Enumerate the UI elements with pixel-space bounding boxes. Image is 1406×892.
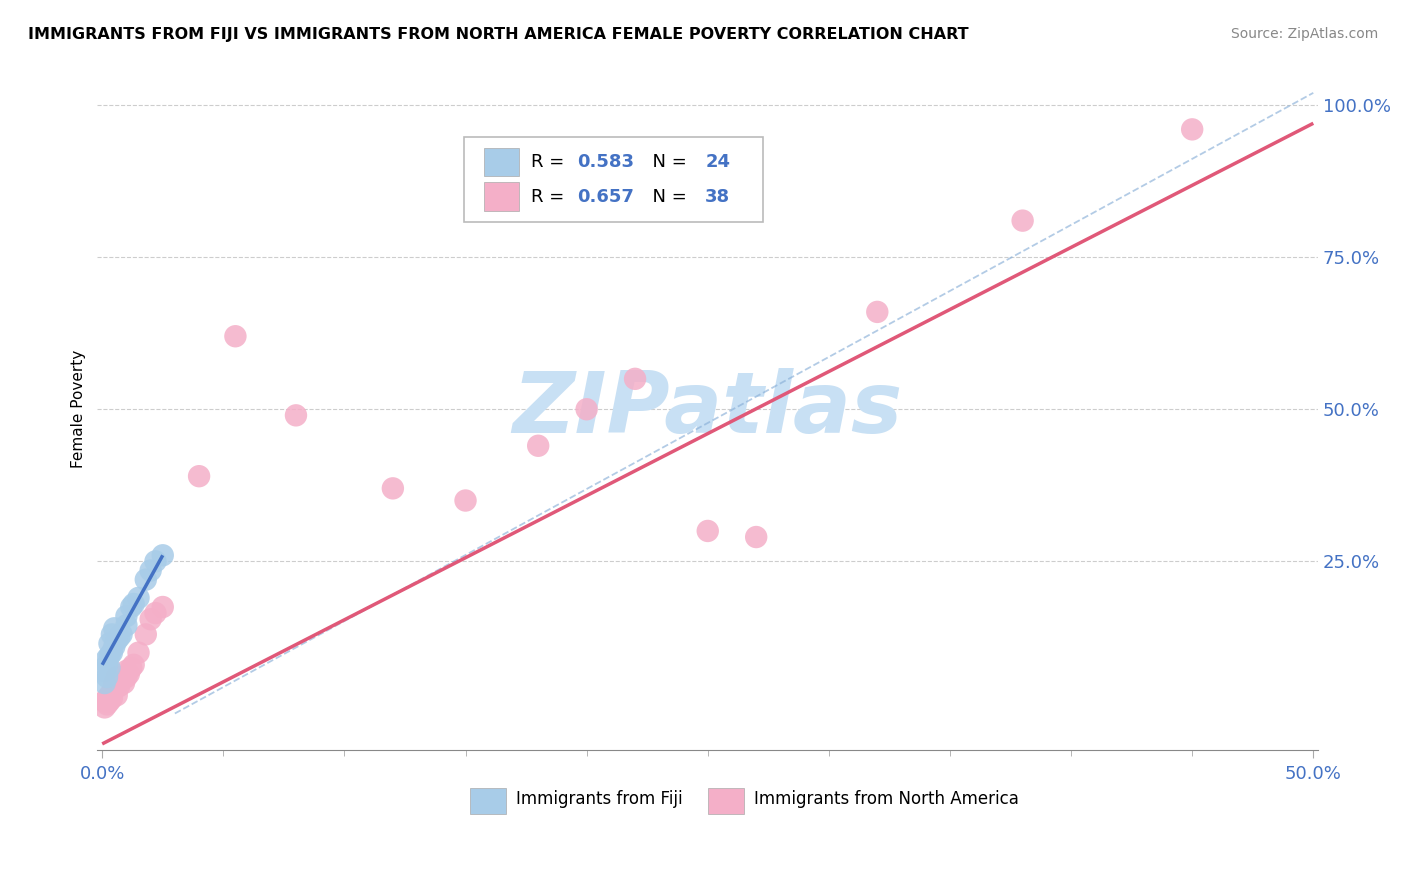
Point xyxy=(128,646,150,660)
Point xyxy=(135,627,157,641)
Point xyxy=(122,597,145,611)
Point xyxy=(285,409,308,423)
Point xyxy=(866,305,889,319)
Point xyxy=(145,606,167,620)
Point xyxy=(103,640,125,654)
Point xyxy=(527,439,550,453)
Point xyxy=(1011,213,1033,227)
Point xyxy=(103,676,125,690)
Bar xyxy=(707,789,744,814)
Point xyxy=(115,618,138,632)
Bar xyxy=(484,148,519,177)
Point xyxy=(98,661,121,675)
Text: 24: 24 xyxy=(706,153,730,171)
Point xyxy=(118,667,141,681)
Y-axis label: Female Poverty: Female Poverty xyxy=(72,351,86,468)
Point xyxy=(139,612,162,626)
Point xyxy=(120,661,142,675)
Point xyxy=(152,549,174,563)
Point xyxy=(122,657,145,672)
Text: 0.583: 0.583 xyxy=(576,153,634,171)
Point xyxy=(115,609,138,624)
Point xyxy=(696,524,718,538)
Point xyxy=(110,627,132,641)
Point xyxy=(745,530,768,544)
Point xyxy=(105,633,128,648)
Point xyxy=(135,573,157,587)
Point xyxy=(96,657,118,672)
Point xyxy=(98,688,121,702)
Point xyxy=(115,664,138,678)
Point xyxy=(128,591,150,605)
Text: N =: N = xyxy=(641,153,692,171)
Text: R =: R = xyxy=(530,187,569,205)
Point xyxy=(188,469,211,483)
Point xyxy=(96,670,118,684)
Point xyxy=(112,676,135,690)
Point xyxy=(101,685,124,699)
Point xyxy=(139,564,162,578)
Text: 38: 38 xyxy=(706,187,731,205)
Point xyxy=(98,648,121,663)
Point xyxy=(575,402,598,417)
Point xyxy=(103,682,125,697)
Point xyxy=(108,631,131,645)
Point xyxy=(98,636,121,650)
Point xyxy=(96,698,118,712)
Point xyxy=(103,621,125,635)
Point xyxy=(96,651,118,665)
Text: 0.657: 0.657 xyxy=(576,187,634,205)
Point xyxy=(624,372,647,386)
Point xyxy=(108,679,131,693)
Point xyxy=(1181,122,1204,136)
Bar xyxy=(484,182,519,211)
Text: R =: R = xyxy=(530,153,569,171)
Text: IMMIGRANTS FROM FIJI VS IMMIGRANTS FROM NORTH AMERICA FEMALE POVERTY CORRELATION: IMMIGRANTS FROM FIJI VS IMMIGRANTS FROM … xyxy=(28,27,969,42)
Point xyxy=(93,676,115,690)
Point xyxy=(115,670,138,684)
FancyBboxPatch shape xyxy=(464,136,762,222)
Point xyxy=(93,694,115,708)
Text: Immigrants from North America: Immigrants from North America xyxy=(754,790,1019,808)
Point xyxy=(152,600,174,615)
Point xyxy=(93,700,115,714)
Bar xyxy=(470,789,506,814)
Point xyxy=(96,691,118,706)
Text: N =: N = xyxy=(641,187,692,205)
Text: Source: ZipAtlas.com: Source: ZipAtlas.com xyxy=(1230,27,1378,41)
Point xyxy=(105,688,128,702)
Point xyxy=(120,600,142,615)
Point xyxy=(105,670,128,684)
Point xyxy=(98,694,121,708)
Point xyxy=(224,329,246,343)
Point xyxy=(93,664,115,678)
Point xyxy=(101,627,124,641)
Point xyxy=(381,481,404,495)
Point xyxy=(454,493,477,508)
Text: ZIPatlas: ZIPatlas xyxy=(513,368,903,450)
Point xyxy=(110,673,132,687)
Point xyxy=(145,554,167,568)
Point xyxy=(101,691,124,706)
Point xyxy=(101,646,124,660)
Text: Immigrants from Fiji: Immigrants from Fiji xyxy=(516,790,683,808)
